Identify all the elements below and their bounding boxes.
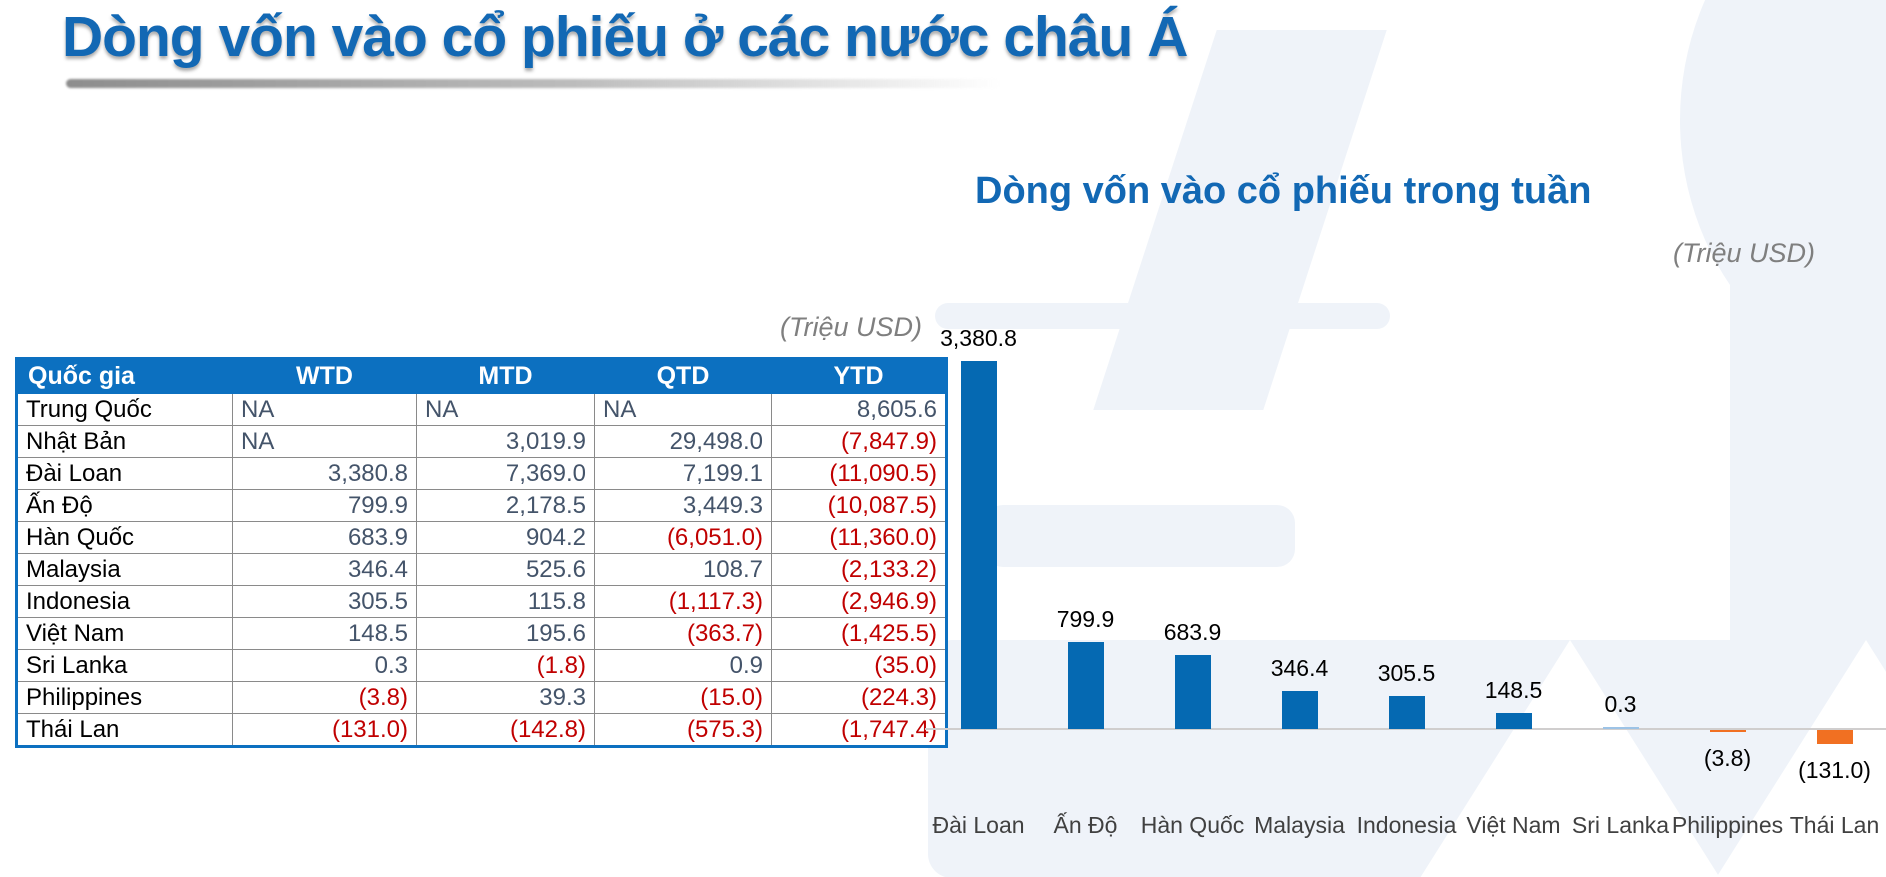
value-cell: (131.0): [232, 713, 417, 747]
value-cell: 683.9: [232, 521, 417, 554]
chart-unit-label: (Triệu USD): [1672, 238, 1815, 268]
country-cell: Trung Quốc: [16, 393, 233, 426]
column-header-quốc-gia: Quốc gia: [16, 358, 233, 394]
value-cell: 904.2: [416, 521, 595, 554]
value-cell: 115.8: [416, 585, 595, 618]
column-header-wtd: WTD: [232, 358, 417, 394]
value-cell: 2,178.5: [416, 489, 595, 522]
value-cell: (6,051.0): [594, 521, 772, 554]
table-header-row: Quốc gia WTD MTD QTD YTD: [16, 358, 947, 394]
column-header-mtd: MTD: [416, 358, 595, 394]
table-header: Quốc gia WTD MTD QTD YTD: [16, 358, 947, 394]
value-cell: (7,847.9): [771, 425, 947, 458]
country-cell: Đài Loan: [16, 457, 233, 490]
value-cell: 0.9: [594, 649, 772, 682]
value-cell: (1.8): [416, 649, 595, 682]
value-cell: 148.5: [232, 617, 417, 650]
table-row: Philippines (3.8) 39.3 (15.0) (224.3): [16, 681, 947, 714]
value-cell: (1,117.3): [594, 585, 772, 618]
country-cell: Indonesia: [16, 585, 233, 618]
country-cell: Hàn Quốc: [16, 521, 233, 554]
country-cell: Malaysia: [16, 553, 233, 586]
country-cell: Philippines: [16, 681, 233, 714]
watermark-shape-bar: [935, 303, 1390, 329]
value-cell: 8,605.6: [771, 393, 947, 426]
country-cell: Thái Lan: [16, 713, 233, 747]
value-cell: (11,090.5): [771, 457, 947, 490]
value-cell: 7,369.0: [416, 457, 595, 490]
table-row: Nhật Bản NA 3,019.9 29,498.0 (7,847.9): [16, 425, 947, 458]
table-row: Trung Quốc NA NA NA 8,605.6: [16, 393, 947, 426]
watermark-shape-mid-blob: [985, 505, 1295, 567]
table-row: Indonesia 305.5 115.8 (1,117.3) (2,946.9): [16, 585, 947, 618]
value-cell: (575.3): [594, 713, 772, 747]
value-cell: 305.5: [232, 585, 417, 618]
watermark-shape-right-band: [1730, 240, 1886, 670]
value-cell: (224.3): [771, 681, 947, 714]
value-cell: (1,425.5): [771, 617, 947, 650]
value-cell: (11,360.0): [771, 521, 947, 554]
table-unit-label: (Triệu USD): [779, 312, 922, 342]
table-row: Thái Lan (131.0) (142.8) (575.3) (1,747.4): [16, 713, 947, 747]
value-cell: 108.7: [594, 553, 772, 586]
country-cell: Việt Nam: [16, 617, 233, 650]
value-cell: (35.0): [771, 649, 947, 682]
value-cell: NA: [416, 393, 595, 426]
page-title: Dòng vốn vào cổ phiếu ở các nước châu Á: [62, 5, 1188, 69]
value-cell: 195.6: [416, 617, 595, 650]
value-cell: 3,019.9: [416, 425, 595, 458]
table-body: Trung Quốc NA NA NA 8,605.6 Nhật Bản NA 3,019.9…: [16, 393, 947, 747]
watermark-shape-diagonal-band-1: [1093, 30, 1387, 410]
value-cell: (15.0): [594, 681, 772, 714]
title-underline-shadow: [66, 79, 1001, 88]
value-cell: 799.9: [232, 489, 417, 522]
table-row: Sri Lanka 0.3 (1.8) 0.9 (35.0): [16, 649, 947, 682]
value-cell: NA: [594, 393, 772, 426]
value-cell: (1,747.4): [771, 713, 947, 747]
value-cell: 29,498.0: [594, 425, 772, 458]
chart-title: Dòng vốn vào cổ phiếu trong tuần: [975, 170, 1592, 212]
table-row: Đài Loan 3,380.8 7,369.0 7,199.1 (11,090.5): [16, 457, 947, 490]
table-row: Hàn Quốc 683.9 904.2 (6,051.0) (11,360.0): [16, 521, 947, 554]
value-cell: (2,133.2): [771, 553, 947, 586]
value-cell: (363.7): [594, 617, 772, 650]
value-cell: NA: [232, 425, 417, 458]
bar-value-label: 799.9: [1056, 606, 1115, 632]
value-cell: 39.3: [416, 681, 595, 714]
capital-flows-table: Quốc gia WTD MTD QTD YTD Trung Quốc NA NA NA 8,6…: [15, 357, 948, 748]
value-cell: (10,087.5): [771, 489, 947, 522]
value-cell: 3,449.3: [594, 489, 772, 522]
column-header-ytd: YTD: [771, 358, 947, 394]
value-cell: 7,199.1: [594, 457, 772, 490]
value-cell: NA: [232, 393, 417, 426]
value-cell: 525.6: [416, 553, 595, 586]
value-cell: 3,380.8: [232, 457, 417, 490]
table-row: Malaysia 346.4 525.6 108.7 (2,133.2): [16, 553, 947, 586]
table-row: Việt Nam 148.5 195.6 (363.7) (1,425.5): [16, 617, 947, 650]
value-cell: (2,946.9): [771, 585, 947, 618]
table-row: Ấn Độ 799.9 2,178.5 3,449.3 (10,087.5): [16, 489, 947, 522]
value-cell: (142.8): [416, 713, 595, 747]
value-cell: (3.8): [232, 681, 417, 714]
country-cell: Ấn Độ: [16, 489, 233, 522]
value-cell: 0.3: [232, 649, 417, 682]
country-cell: Sri Lanka: [16, 649, 233, 682]
column-header-qtd: QTD: [594, 358, 772, 394]
value-cell: 346.4: [232, 553, 417, 586]
country-cell: Nhật Bản: [16, 425, 233, 458]
